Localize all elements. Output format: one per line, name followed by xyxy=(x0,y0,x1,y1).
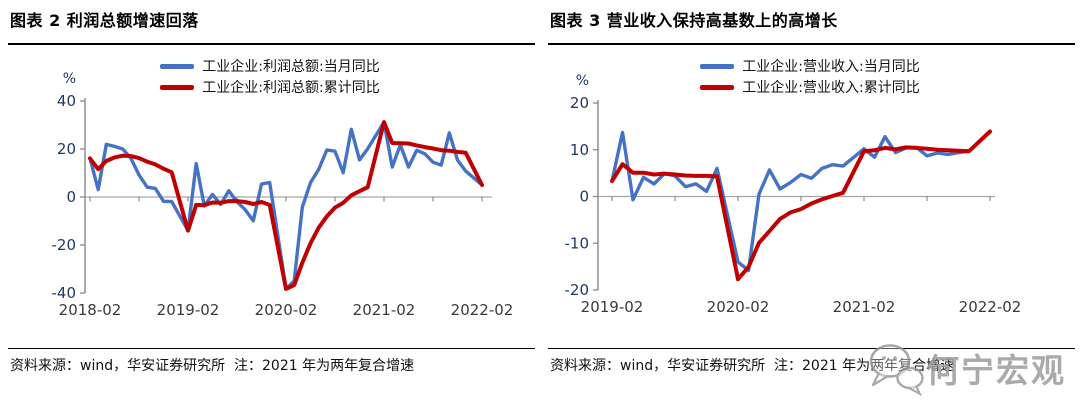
x-tick-label: 2020-02 xyxy=(707,298,770,316)
x-tick-label: 2022-02 xyxy=(959,298,1022,316)
footer-rule xyxy=(8,348,535,349)
legend-swatch xyxy=(160,84,195,90)
wechat-icon xyxy=(869,344,924,396)
title-rule xyxy=(8,43,535,45)
y-tick-label: -10 xyxy=(565,234,590,252)
cumulative-yoy-line xyxy=(88,120,484,291)
legend-swatch xyxy=(700,63,735,69)
cumulative-yoy-line xyxy=(610,129,992,282)
y-axis-unit-label: % xyxy=(576,73,589,89)
x-tick-label: 2019-02 xyxy=(581,298,644,316)
panel-title: 图表 2 利润总额增速回落 xyxy=(10,11,199,30)
line-chart-1: 20 10 0 -10 -20% 2019-02 2020-02 2021-02 2022-02 xyxy=(565,73,1022,316)
x-tick-label: 2018-02 xyxy=(59,301,122,319)
y-tick-label: 40 xyxy=(57,92,76,110)
x-tick-label: 2021-02 xyxy=(833,298,896,316)
x-tick-label: 2022-02 xyxy=(451,301,514,319)
line-chart-0: 40 20 0 -20 -40% 2018-02 2019-02 2020-02 2021-02… xyxy=(52,71,514,319)
legend-item: 工业企业:利润总额:当月同比 xyxy=(160,57,380,75)
legend-item: 工业企业:营业收入:当月同比 xyxy=(700,57,920,75)
legend-box: 工业企业:利润总额:当月同比 工业企业:利润总额:累计同比 xyxy=(160,57,380,96)
panel-revenue-chart: 图表 3 营业收入保持高基数上的高增长 工业企业:营业收入:当月同比 工业企业:营… xyxy=(540,0,1080,419)
y-tick-label: 20 xyxy=(57,140,76,158)
watermark: 何宁宏观 xyxy=(866,340,1066,396)
y-axis-unit-label: % xyxy=(63,71,76,87)
y-tick-label: 20 xyxy=(570,94,589,112)
legend-label: 工业企业:利润总额:累计同比 xyxy=(202,80,380,96)
y-tick-label: 10 xyxy=(570,141,589,159)
legend-item: 工业企业:利润总额:累计同比 xyxy=(160,78,380,96)
x-tick-label: 2020-02 xyxy=(255,301,318,319)
title-rule xyxy=(548,43,1075,45)
legend-swatch xyxy=(700,84,735,90)
y-tick-label: -20 xyxy=(52,236,77,254)
panel-profit-chart: 图表 2 利润总额增速回落 工业企业:利润总额:当月同比 工业企业:利润总额:累计… xyxy=(0,11,540,374)
legend-swatch xyxy=(160,63,195,69)
y-tick-label: -20 xyxy=(565,281,590,299)
x-tick-label: 2019-02 xyxy=(157,301,220,319)
watermark-text: 何宁宏观 xyxy=(926,351,1066,390)
y-tick-label: 0 xyxy=(66,188,76,206)
legend-box: 工业企业:营业收入:当月同比 工业企业:营业收入:累计同比 xyxy=(700,57,920,96)
legend-label: 工业企业:营业收入:当月同比 xyxy=(742,59,920,75)
y-tick-label: 0 xyxy=(579,188,589,206)
legend-label: 工业企业:利润总额:当月同比 xyxy=(202,59,380,75)
y-tick-label: -40 xyxy=(52,284,77,302)
source-note: 资料来源：wind，华安证券研究所 注：2021 年为两年复合增速 xyxy=(10,358,415,374)
footer-rule xyxy=(548,348,1075,349)
chart-legend: 工业企业:营业收入:当月同比 工业企业:营业收入:累计同比 xyxy=(540,57,1080,96)
legend-label: 工业企业:营业收入:累计同比 xyxy=(742,80,920,96)
chart-legend: 工业企业:利润总额:当月同比 工业企业:利润总额:累计同比 xyxy=(0,57,540,96)
legend-item: 工业企业:营业收入:累计同比 xyxy=(700,78,920,96)
x-tick-label: 2021-02 xyxy=(353,301,416,319)
panel-title: 图表 3 营业收入保持高基数上的高增长 xyxy=(550,11,838,30)
